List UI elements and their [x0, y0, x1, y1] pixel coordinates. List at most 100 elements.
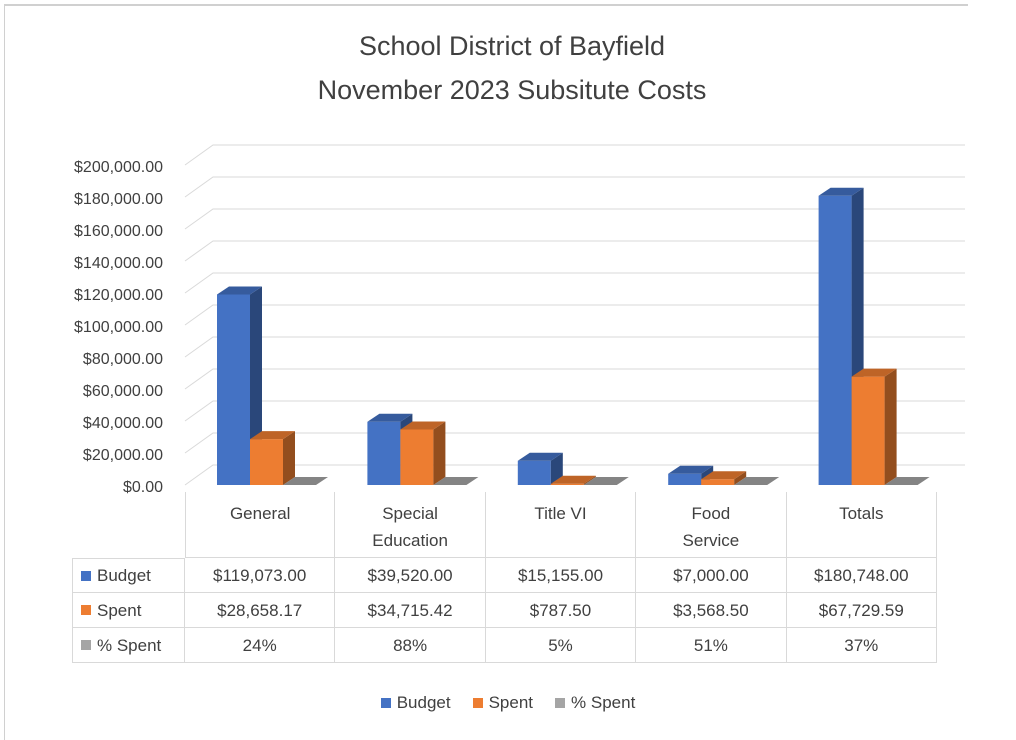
bar-front — [400, 429, 434, 485]
series-name: % Spent — [97, 635, 162, 655]
bar-top — [668, 465, 714, 474]
bar-top — [734, 476, 780, 485]
table-cell: $34,715.42 — [335, 593, 486, 628]
bar-top — [250, 431, 295, 440]
table-cell: 37% — [786, 628, 937, 663]
legend: Budget Spent % Spent — [0, 693, 1016, 713]
bar-top — [517, 452, 563, 461]
bar-top — [400, 421, 446, 430]
bar-side — [616, 476, 629, 485]
y-tick-label: $140,000.00 — [74, 255, 163, 272]
legend-item: Spent — [472, 693, 534, 713]
table-cell: $7,000.00 — [636, 558, 787, 593]
table-cell: 51% — [636, 628, 787, 663]
table-row-header: Budget — [72, 558, 185, 593]
x-tick-label: Totals — [786, 492, 937, 558]
y-tick-label: $40,000.00 — [83, 415, 163, 432]
table-cell: $787.50 — [485, 593, 637, 628]
legend-swatch — [380, 698, 391, 708]
legend-swatch — [555, 698, 566, 708]
table-cell: $39,520.00 — [335, 558, 486, 593]
legend-swatch — [472, 698, 483, 708]
y-tick-label: $80,000.00 — [83, 351, 163, 368]
x-tick-label: Food Service — [636, 492, 787, 558]
table-cell: $180,748.00 — [786, 558, 937, 593]
grid-line — [184, 240, 965, 262]
y-tick-label: $120,000.00 — [74, 287, 163, 304]
grid-line — [184, 400, 965, 422]
legend-swatch — [81, 640, 91, 650]
chart-title: School District of Bayfield — [359, 31, 665, 61]
table-cell: $15,155.00 — [485, 558, 637, 593]
y-tick-label: $160,000.00 — [74, 223, 163, 240]
bar — [734, 476, 780, 485]
bar-side — [917, 476, 930, 485]
chart-title: November 2023 Subsitute Costs — [318, 75, 707, 105]
bar-top — [367, 413, 413, 422]
chart-frame — [4, 4, 968, 740]
bar-side — [466, 476, 479, 485]
table-cell: $3,568.50 — [636, 593, 787, 628]
grid-line — [184, 144, 965, 166]
bar-top — [701, 471, 747, 480]
bar-top — [550, 475, 596, 484]
bar-side — [767, 476, 780, 485]
grid-line — [184, 464, 965, 486]
grid-line — [184, 272, 965, 294]
table-cell: 5% — [485, 628, 637, 663]
bar-front — [668, 473, 702, 485]
legend-item: % Spent — [555, 693, 635, 713]
bar-top — [818, 187, 864, 196]
bar — [701, 471, 747, 485]
table-cell: 88% — [335, 628, 486, 663]
bar-side — [283, 431, 295, 485]
bar-top — [583, 476, 629, 485]
bar — [851, 368, 897, 485]
bar — [250, 431, 295, 485]
bar-front — [701, 479, 735, 485]
bar-top — [851, 368, 897, 377]
bar — [884, 476, 930, 485]
table-row-header: Spent — [72, 593, 185, 628]
bar-top — [884, 476, 930, 485]
bar-side — [583, 475, 596, 485]
table-cell: $119,073.00 — [185, 558, 336, 593]
legend-label: Budget — [396, 693, 451, 712]
bar — [583, 476, 629, 485]
bar-front — [250, 439, 283, 485]
bar-side — [884, 368, 897, 485]
bar-top — [433, 476, 479, 485]
table-cell: 24% — [185, 628, 336, 663]
grid-line — [184, 336, 965, 358]
grid-line — [184, 368, 965, 390]
bar-side — [433, 421, 446, 485]
bar-front — [217, 294, 250, 485]
bar — [433, 476, 479, 485]
table-cell: $67,729.59 — [786, 593, 937, 628]
bar — [550, 475, 596, 485]
legend-label: Spent — [488, 693, 534, 712]
bar-front — [550, 483, 584, 485]
table-cell: $28,658.17 — [185, 593, 336, 628]
series-name: Budget — [97, 566, 151, 585]
bar — [400, 421, 446, 485]
bar-side — [316, 476, 328, 485]
table-row-header: % Spent — [72, 628, 185, 663]
bar-side — [734, 471, 747, 485]
y-tick-label: $100,000.00 — [74, 319, 163, 336]
bar-front — [851, 376, 885, 485]
grid-line — [184, 208, 965, 230]
bar-top — [283, 476, 328, 485]
legend-item: Budget — [380, 693, 451, 713]
y-tick-label: $0.00 — [123, 479, 163, 496]
bar-top — [217, 286, 262, 295]
legend-label: % Spent — [571, 693, 636, 712]
bar — [517, 452, 563, 485]
y-tick-label: $20,000.00 — [83, 447, 163, 464]
y-tick-label: $60,000.00 — [83, 383, 163, 400]
series-name: Spent — [97, 600, 142, 620]
legend-swatch — [81, 570, 91, 581]
bar-front — [818, 195, 852, 485]
